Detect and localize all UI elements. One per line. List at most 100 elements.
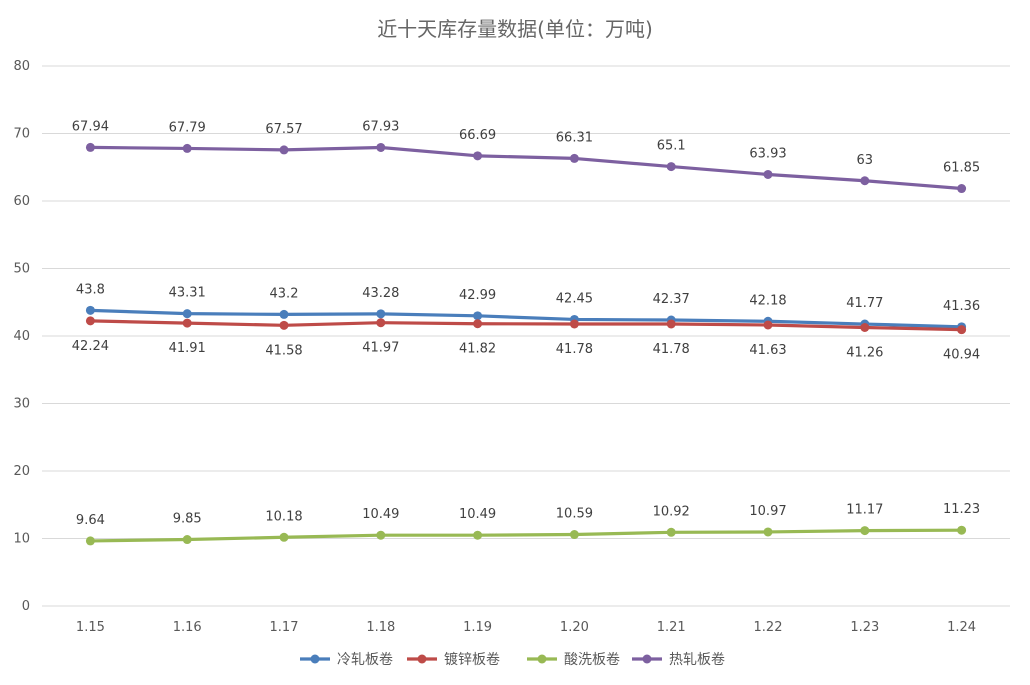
data-label: 10.49: [459, 507, 496, 522]
data-label: 43.2: [270, 286, 299, 301]
x-axis-ticks: 1.15 1.16 1.17 1.18 1.19 1.20 1.21 1.22 1.23 1.24: [76, 620, 976, 635]
data-label: 65.1: [657, 139, 686, 154]
series-group: [85, 142, 967, 546]
data-point: [473, 530, 483, 540]
y-axis-ticks: 0 10 20 30 40 50 60 70 80: [13, 59, 30, 614]
data-point: [182, 535, 192, 545]
data-label: 41.78: [653, 342, 690, 357]
data-label: 66.31: [556, 130, 593, 145]
legend-label: 酸洗板卷: [564, 652, 620, 668]
data-label: 40.94: [943, 348, 980, 363]
data-point: [182, 143, 192, 153]
data-point: [279, 145, 289, 155]
data-point: [860, 322, 870, 332]
data-point: [85, 305, 95, 315]
x-tick-label: 1.16: [173, 620, 202, 635]
legend-marker: [417, 654, 427, 664]
data-label: 11.23: [943, 502, 980, 517]
y-tick-label: 70: [13, 127, 30, 142]
data-label: 43.28: [362, 286, 399, 301]
data-label: 41.77: [846, 296, 883, 311]
data-label: 10.49: [362, 507, 399, 522]
data-label: 66.69: [459, 128, 496, 143]
data-point: [376, 318, 386, 328]
y-tick-label: 80: [13, 59, 30, 74]
data-point: [666, 527, 676, 537]
y-tick-label: 0: [22, 599, 30, 614]
data-point: [569, 153, 579, 163]
data-point: [473, 319, 483, 329]
data-label: 42.24: [72, 339, 109, 354]
y-tick-label: 10: [13, 532, 30, 547]
data-label: 67.93: [362, 119, 399, 134]
data-point: [569, 530, 579, 540]
x-tick-label: 1.21: [657, 620, 686, 635]
legend-marker: [537, 654, 547, 664]
data-point: [182, 318, 192, 328]
data-label: 10.97: [749, 504, 786, 519]
x-tick-label: 1.22: [754, 620, 783, 635]
y-tick-label: 30: [13, 397, 30, 412]
x-tick-label: 1.17: [270, 620, 299, 635]
y-tick-label: 50: [13, 262, 30, 277]
data-point: [182, 309, 192, 319]
data-point: [473, 311, 483, 321]
data-point: [763, 527, 773, 537]
data-label: 67.57: [265, 122, 302, 137]
data-label: 41.91: [169, 341, 206, 356]
data-point: [860, 526, 870, 536]
data-point: [763, 169, 773, 179]
legend: 冷轧板卷 镀锌板卷 酸洗板卷 热轧板卷: [300, 651, 725, 668]
data-point: [666, 162, 676, 172]
data-point: [473, 151, 483, 161]
series-line: [88, 319, 964, 332]
data-label: 9.85: [173, 512, 202, 527]
data-point: [957, 525, 967, 535]
data-label: 11.17: [846, 503, 883, 518]
data-label: 43.31: [169, 286, 206, 301]
y-tick-label: 60: [13, 194, 30, 209]
data-point: [279, 320, 289, 330]
data-label: 41.82: [459, 342, 496, 357]
data-label: 41.36: [943, 299, 980, 314]
data-label: 10.18: [265, 509, 302, 524]
x-tick-label: 1.20: [560, 620, 589, 635]
x-tick-label: 1.24: [947, 620, 976, 635]
data-point: [376, 309, 386, 319]
data-label: 67.79: [169, 120, 206, 135]
legend-marker: [310, 654, 320, 664]
data-label: 67.94: [72, 119, 109, 134]
data-label: 63.93: [749, 146, 786, 161]
data-label: 42.37: [653, 292, 690, 307]
data-point: [957, 325, 967, 335]
legend-label: 冷轧板卷: [337, 652, 393, 668]
data-label: 9.64: [76, 513, 105, 528]
data-point: [763, 320, 773, 330]
data-point: [279, 309, 289, 319]
data-label: 10.92: [653, 504, 690, 519]
data-label: 63: [857, 153, 874, 168]
data-label: 41.26: [846, 345, 883, 360]
data-point: [85, 316, 95, 326]
series-line: [88, 145, 964, 191]
data-labels: 43.8 43.31 43.2 43.28 42.99 42.45 42.37 42.18 41…: [72, 119, 980, 528]
data-label: 41.58: [265, 343, 302, 358]
y-tick-label: 40: [13, 329, 30, 344]
legend-label: 镀锌板卷: [444, 651, 500, 668]
chart-title: 近十天库存量数据(单位：万吨): [377, 17, 653, 41]
data-point: [376, 142, 386, 152]
data-label: 43.8: [76, 282, 105, 297]
data-label: 10.59: [556, 507, 593, 522]
x-tick-label: 1.18: [366, 620, 395, 635]
data-point: [860, 176, 870, 186]
data-point: [666, 319, 676, 329]
data-point: [85, 142, 95, 152]
series-line: [88, 528, 964, 543]
data-label: 41.97: [362, 341, 399, 356]
data-point: [85, 536, 95, 546]
data-label: 61.85: [943, 161, 980, 176]
data-label: 42.18: [749, 293, 786, 308]
data-point: [279, 532, 289, 542]
